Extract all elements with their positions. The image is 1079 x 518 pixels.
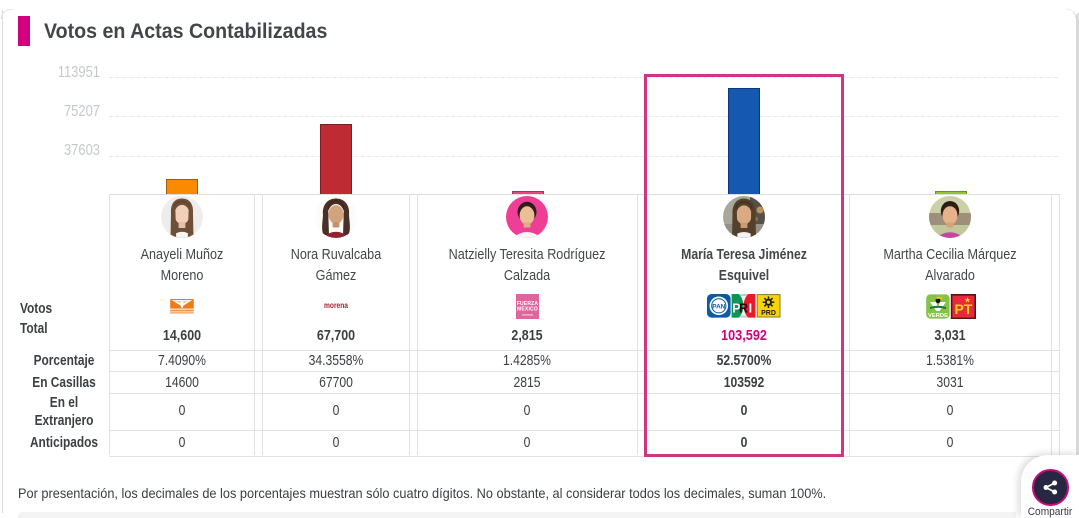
svg-text:I: I [749,302,752,316]
svg-text:P: P [732,302,740,316]
svg-text:PT: PT [954,301,972,317]
svg-text:FUERZA: FUERZA [517,301,539,307]
svg-text:R: R [739,302,748,316]
svg-text:MÉXICO: MÉXICO [517,305,538,313]
svg-text:VERDE: VERDE [928,313,948,319]
svg-text:PAN: PAN [712,303,725,310]
svg-text:PRD: PRD [761,310,776,317]
